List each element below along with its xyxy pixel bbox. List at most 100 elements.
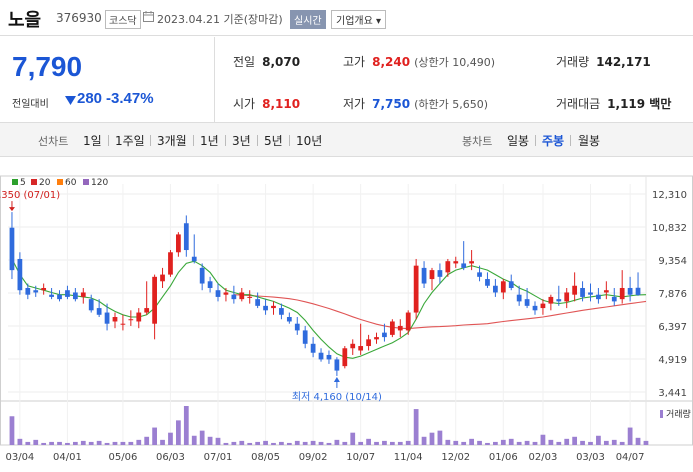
period-1d[interactable]: 1일 — [83, 134, 102, 148]
volume-bar — [9, 416, 15, 445]
candle-body — [160, 274, 165, 282]
volume-bar — [358, 441, 364, 445]
separator — [193, 135, 194, 146]
candle-body — [33, 290, 39, 293]
volume-bar — [223, 442, 229, 445]
candle-body — [286, 317, 292, 322]
legend-swatch — [31, 179, 37, 185]
quote-value: 8,110 — [262, 97, 301, 111]
stock-header: 노을 376930 코스닥 2023.04.21 기준(장마감) 실시간 기업개… — [0, 0, 693, 36]
candle-body — [72, 292, 78, 300]
candle — [382, 323, 387, 342]
candle-body — [263, 305, 268, 311]
candle-body — [294, 323, 300, 331]
volume-bar — [453, 440, 459, 445]
candle — [255, 292, 261, 309]
candle-body — [437, 270, 443, 277]
candle — [223, 287, 229, 302]
candle — [477, 265, 482, 282]
candle — [342, 346, 348, 369]
candle — [318, 348, 324, 362]
volume-bar — [437, 430, 443, 445]
volume-legend-swatch — [660, 410, 663, 418]
quote-item-volume: 거래량 142,171 — [556, 53, 651, 70]
x-tick-label: 12/02 — [441, 452, 470, 463]
volume-bar — [516, 441, 522, 445]
candle — [279, 303, 284, 320]
volume-bar — [96, 440, 102, 445]
candle-body — [548, 296, 554, 304]
candle — [374, 332, 379, 344]
candle-body — [500, 281, 506, 293]
period-1y[interactable]: 1년 — [200, 134, 219, 148]
candle-body — [461, 263, 467, 268]
volume-bar — [596, 435, 601, 445]
period-5y[interactable]: 5년 — [264, 134, 283, 148]
volume-bar — [580, 440, 585, 445]
company-overview-dropdown[interactable]: 기업개요 ▾ — [331, 10, 386, 29]
quote-label: 거래대금 — [556, 97, 601, 111]
volume-bar — [65, 442, 70, 445]
volume-bar — [33, 439, 39, 445]
candlestick-chart-svg[interactable]: 5 20 60 120 12,310 10,832 9,354 7,876 6,397 4,919… — [0, 158, 693, 468]
volume-bar — [366, 438, 371, 445]
x-tick-label: 04/07 — [616, 452, 645, 463]
candle-body — [17, 258, 23, 291]
period-3m[interactable]: 3개월 — [157, 134, 187, 148]
volume-bar — [160, 439, 165, 445]
candle-body — [477, 272, 482, 277]
period-10y[interactable]: 10년 — [296, 134, 323, 148]
y-tick-label: 3,441 — [658, 388, 687, 399]
volume-bar — [255, 441, 261, 445]
candle-body — [532, 305, 538, 311]
prev-compare-label: 전일대비 — [12, 99, 49, 110]
x-tick-label: 08/05 — [251, 452, 280, 463]
candle — [294, 317, 300, 335]
x-tick-label: 07/01 — [204, 452, 233, 463]
candle — [389, 319, 395, 338]
volume-bar — [461, 441, 467, 445]
candle-body — [25, 287, 31, 295]
volume-bar — [310, 440, 316, 445]
volume-bar — [413, 409, 419, 445]
candle — [334, 357, 340, 376]
volume-bar — [477, 440, 482, 445]
candle-monthly[interactable]: 월봉 — [578, 134, 601, 148]
candle — [603, 281, 609, 300]
candle — [25, 283, 31, 300]
candle-body — [524, 299, 530, 306]
candle-body — [223, 292, 229, 295]
change-percent: -3.47% — [106, 90, 154, 107]
volume-bar — [49, 441, 54, 445]
legend-swatch — [57, 179, 63, 185]
legend-label: 60 — [65, 178, 77, 188]
price-box: 7,790 전일대비 280 -3.47% — [0, 37, 215, 123]
calendar-icon — [143, 11, 154, 22]
volume-bar — [41, 442, 47, 445]
legend-swatch — [12, 179, 18, 185]
realtime-button[interactable]: 실시간 — [290, 10, 326, 29]
quote-value: 8,240 — [372, 55, 411, 69]
price-chart[interactable]: 5 20 60 120 12,310 10,832 9,354 7,876 6,397 4,919… — [0, 158, 693, 468]
candle — [548, 294, 554, 311]
candle — [421, 261, 427, 288]
x-tick-label: 04/01 — [53, 452, 82, 463]
high-arrow-head — [8, 207, 15, 212]
volume-bar — [421, 436, 427, 445]
period-1w[interactable]: 1주일 — [115, 134, 145, 148]
stock-code: 376930 — [56, 11, 102, 25]
volume-bar — [445, 439, 451, 445]
candle-daily[interactable]: 일봉 — [507, 134, 530, 148]
candle-body — [382, 332, 387, 338]
candle — [271, 301, 276, 315]
volume-bar — [72, 441, 78, 445]
candle — [596, 287, 601, 304]
volume-label: 거래량 — [666, 408, 691, 420]
period-3y[interactable]: 3년 — [232, 134, 251, 148]
volume-bar — [168, 432, 173, 445]
candle — [263, 299, 268, 315]
candle-body — [279, 308, 284, 315]
candle-weekly[interactable]: 주봉 — [542, 134, 565, 148]
volume-bar — [508, 438, 514, 445]
candle-body — [80, 292, 86, 297]
